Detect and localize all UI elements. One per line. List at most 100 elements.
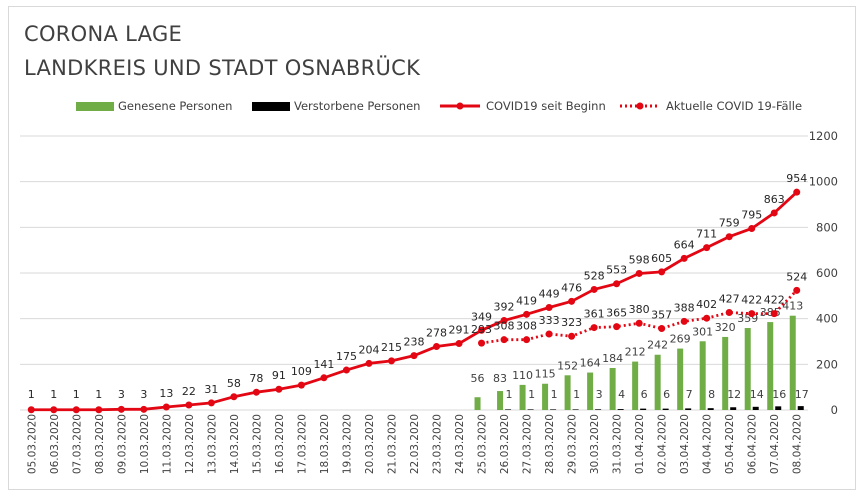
- data-label-total: 78: [249, 372, 263, 385]
- point-total: [770, 209, 778, 217]
- point-total: [275, 385, 283, 393]
- x-tick-label: 22.03.2020: [409, 414, 421, 474]
- bar-recovered: [767, 322, 774, 410]
- data-label-total: 528: [584, 269, 605, 282]
- data-label-total: 476: [561, 281, 582, 294]
- data-label-deaths: 12: [727, 388, 741, 401]
- x-tick-label: 29.03.2020: [567, 414, 579, 474]
- data-label-active: 380: [629, 303, 650, 316]
- data-label-recovered: 301: [692, 325, 713, 338]
- data-label-total: 759: [719, 217, 740, 230]
- data-label-active: 308: [516, 320, 537, 333]
- data-label-deaths: 3: [596, 388, 603, 401]
- bar-deaths: [685, 408, 692, 410]
- x-tick-label: 21.03.2020: [386, 414, 398, 474]
- data-label-recovered: 242: [647, 339, 668, 352]
- point-total: [117, 405, 125, 413]
- data-label-total: 1: [73, 388, 80, 401]
- x-tick-label: 24.03.2020: [454, 414, 466, 474]
- data-label-total: 3: [118, 388, 125, 401]
- x-tick-label: 06.04.2020: [747, 414, 759, 474]
- data-label-deaths: 6: [663, 388, 670, 401]
- data-label-total: 419: [516, 294, 537, 307]
- legend-active-swatch: [620, 102, 660, 110]
- point-total: [320, 374, 328, 382]
- legend-recovered: Genesene Personen: [76, 98, 256, 114]
- point-total: [72, 406, 80, 414]
- point-active: [500, 336, 508, 344]
- data-label-deaths: 8: [708, 388, 715, 401]
- bar-recovered: [474, 397, 481, 410]
- data-label-recovered: 83: [493, 372, 507, 385]
- y-tick-label: 0: [831, 403, 838, 417]
- data-label-total: 109: [291, 365, 312, 378]
- x-tick-label: 14.03.2020: [229, 414, 241, 474]
- data-label-total: 204: [358, 343, 379, 356]
- point-total: [703, 244, 711, 252]
- data-label-active: 427: [719, 293, 740, 306]
- point-total: [500, 316, 508, 324]
- data-label-total: 1: [28, 388, 35, 401]
- x-tick-label: 05.04.2020: [724, 414, 736, 474]
- point-total: [478, 326, 486, 334]
- y-tick-label: 1000: [809, 175, 838, 189]
- point-total: [140, 405, 148, 413]
- point-active: [613, 323, 621, 331]
- data-label-total: 175: [336, 350, 357, 363]
- point-total: [568, 297, 576, 305]
- x-tick-label: 25.03.2020: [477, 414, 489, 474]
- x-tick-label: 07.03.2020: [71, 414, 83, 474]
- bar-recovered: [699, 341, 706, 410]
- y-tick-label: 1200: [809, 129, 838, 143]
- x-tick-label: 08.04.2020: [792, 414, 804, 474]
- x-tick-label: 05.03.2020: [26, 414, 38, 474]
- bar-deaths: [775, 406, 782, 410]
- legend-total-swatch: [440, 102, 480, 110]
- bar-recovered: [564, 375, 571, 410]
- data-label-active: 422: [764, 294, 785, 307]
- point-total: [230, 393, 238, 401]
- data-label-recovered: 320: [715, 321, 736, 334]
- bar-deaths: [572, 409, 579, 410]
- point-active: [658, 324, 666, 332]
- data-label-total: 278: [426, 327, 447, 340]
- legend-active-label: Aktuelle COVID 19-Fälle: [666, 99, 803, 113]
- point-total: [613, 280, 621, 288]
- x-tick-label: 04.04.2020: [702, 414, 714, 474]
- data-label-recovered: 269: [670, 333, 691, 346]
- point-total: [342, 366, 350, 374]
- bar-deaths: [707, 408, 714, 410]
- bar-recovered: [632, 361, 639, 410]
- x-tick-label: 23.03.2020: [432, 414, 444, 474]
- data-label-total: 553: [606, 264, 627, 277]
- chart-subtitle: LANDKREIS UND STADT OSNABRÜCK: [24, 56, 421, 80]
- point-total: [523, 310, 531, 318]
- point-active: [568, 332, 576, 340]
- data-label-total: 954: [786, 172, 807, 185]
- bar-deaths: [617, 409, 624, 410]
- legend-total-label: COVID19 seit Beginn: [486, 99, 606, 113]
- data-label-total: 711: [696, 228, 717, 241]
- data-label-active: 333: [539, 314, 560, 327]
- point-total: [365, 359, 373, 367]
- point-total: [387, 357, 395, 365]
- data-label-recovered: 152: [557, 359, 578, 372]
- data-label-total: 238: [404, 336, 425, 349]
- legend-total: COVID19 seit Beginn: [440, 98, 620, 114]
- x-tick-label: 16.03.2020: [274, 414, 286, 474]
- legend-recovered-swatch: [76, 102, 114, 111]
- bar-recovered: [677, 348, 684, 410]
- point-total: [635, 269, 643, 277]
- data-label-recovered: 56: [471, 372, 485, 385]
- data-label-total: 141: [313, 358, 334, 371]
- x-tick-label: 03.04.2020: [679, 414, 691, 474]
- legend-deaths: Verstorbene Personen: [252, 98, 432, 114]
- x-tick-label: 31.03.2020: [612, 414, 624, 474]
- data-label-recovered: 184: [602, 352, 623, 365]
- bar-deaths: [662, 408, 669, 410]
- y-tick-label: 800: [816, 220, 838, 234]
- data-label-total: 449: [539, 287, 560, 300]
- bar-deaths: [505, 409, 512, 410]
- data-label-deaths: 4: [618, 388, 625, 401]
- x-tick-label: 02.04.2020: [657, 414, 669, 474]
